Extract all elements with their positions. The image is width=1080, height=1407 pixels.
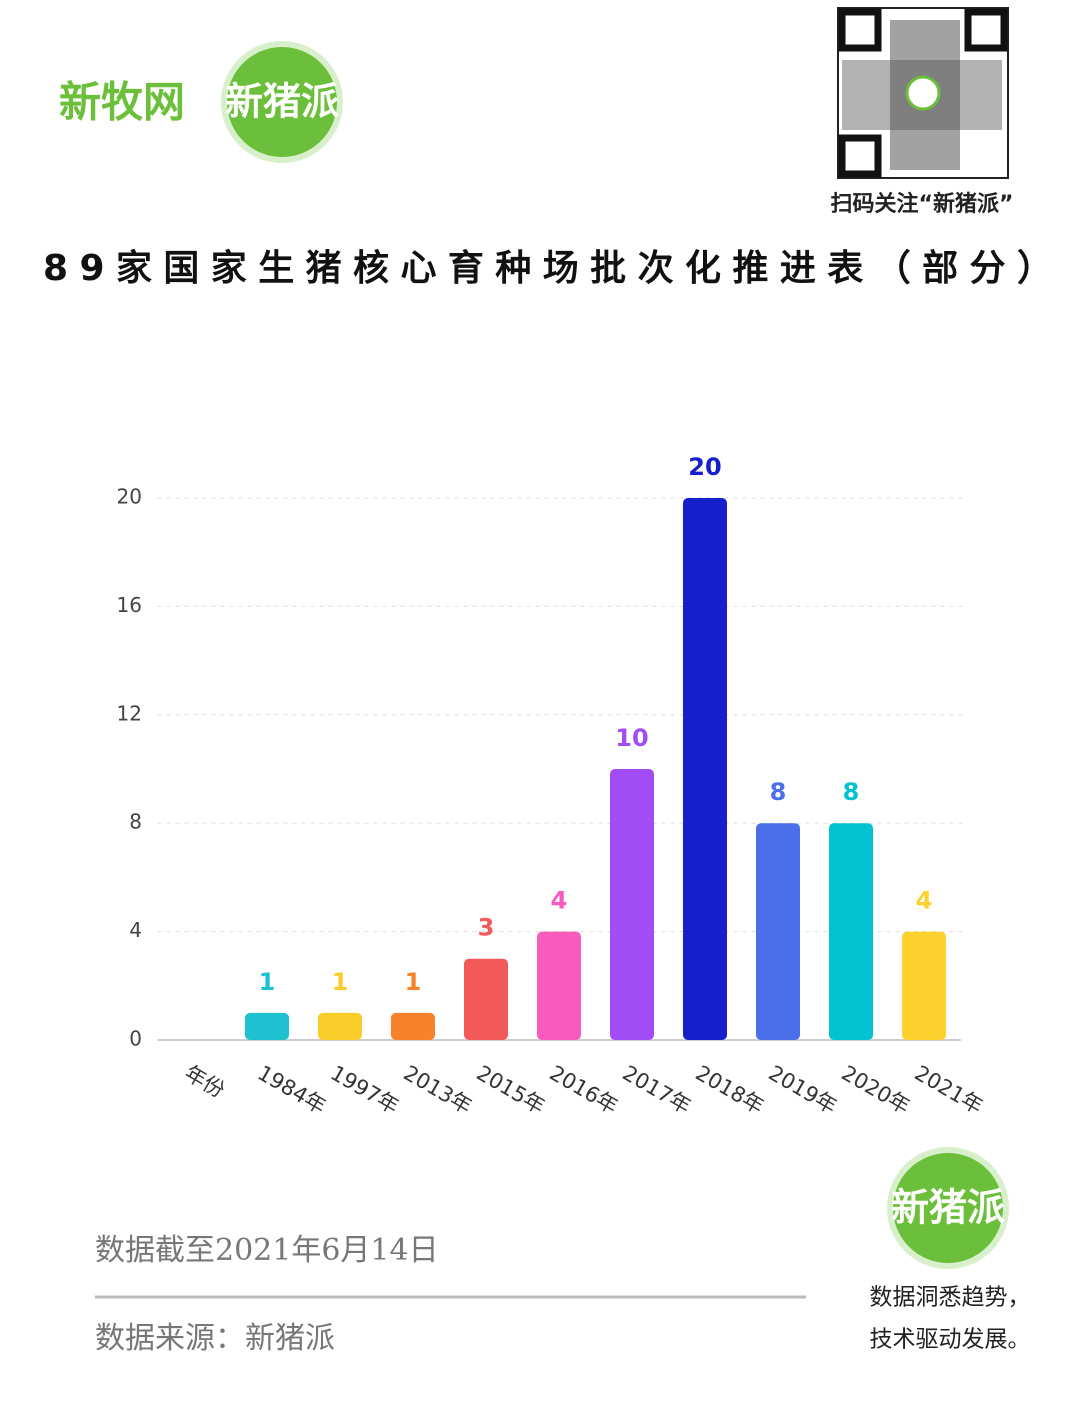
footer-note: 数据截至2021年6月14日	[95, 1233, 439, 1268]
bar	[610, 769, 654, 1040]
bar	[902, 931, 946, 1040]
logo-badge	[221, 41, 343, 163]
bar	[318, 1012, 362, 1040]
bar	[537, 931, 581, 1040]
slogan: 技术驱动发展。	[870, 1327, 1031, 1353]
qr-caption: 扫码关注“新猪派”	[831, 191, 1014, 217]
y-tick-label: 20	[117, 485, 142, 509]
footer-source: 数据来源：新猪派	[95, 1321, 335, 1356]
value-label: 8	[843, 778, 860, 806]
qr-code	[837, 7, 1009, 179]
y-tick-label: 16	[117, 593, 142, 617]
value-label: 4	[916, 887, 933, 915]
bar	[464, 958, 508, 1040]
bar	[683, 498, 727, 1040]
bar	[829, 823, 873, 1040]
value-label: 20	[688, 453, 721, 481]
logo-left: 新牧网	[59, 78, 185, 127]
y-tick-label: 4	[129, 918, 142, 942]
bar	[245, 1012, 289, 1040]
value-label: 1	[405, 968, 422, 996]
value-label: 1	[259, 968, 276, 996]
value-label: 3	[478, 914, 495, 942]
bar	[756, 823, 800, 1040]
logo-right: 新猪派	[225, 80, 339, 124]
footer-logo: 新猪派	[891, 1186, 1005, 1230]
y-tick-label: 12	[117, 701, 142, 725]
bar	[391, 1012, 435, 1040]
footer-logo-badge	[887, 1147, 1009, 1269]
slogan: 数据洞悉趋势，	[870, 1285, 1031, 1311]
value-label: 10	[615, 724, 648, 752]
value-label: 4	[551, 887, 568, 915]
chart-title: 89家国家生猪核心育种场批次化推进表（部分）	[43, 248, 1053, 289]
y-tick-label: 8	[129, 810, 142, 834]
value-label: 8	[770, 778, 787, 806]
y-tick-label: 0	[129, 1027, 142, 1051]
value-label: 1	[332, 968, 349, 996]
